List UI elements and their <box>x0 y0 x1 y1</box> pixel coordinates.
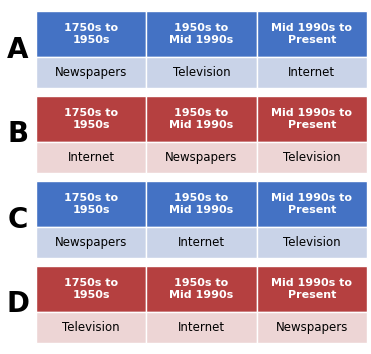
Text: A: A <box>7 35 29 63</box>
Text: Internet: Internet <box>288 66 335 79</box>
Bar <box>257 142 367 173</box>
Bar <box>146 96 257 142</box>
Bar <box>146 57 257 88</box>
Text: Newspapers: Newspapers <box>55 236 127 249</box>
Text: Newspapers: Newspapers <box>55 66 127 79</box>
Text: Mid 1990s to
Present: Mid 1990s to Present <box>271 108 352 130</box>
Text: Mid 1990s to
Present: Mid 1990s to Present <box>271 278 352 300</box>
Text: Internet: Internet <box>178 321 225 334</box>
Bar <box>146 142 257 173</box>
Text: 1750s to
1950s: 1750s to 1950s <box>64 108 118 130</box>
Bar <box>36 142 146 173</box>
Text: 1750s to
1950s: 1750s to 1950s <box>64 278 118 300</box>
Bar <box>36 266 146 312</box>
Bar <box>257 312 367 343</box>
Text: Mid 1990s to
Present: Mid 1990s to Present <box>271 193 352 215</box>
Bar <box>146 312 257 343</box>
Text: D: D <box>7 291 30 319</box>
Bar <box>257 181 367 227</box>
Bar <box>257 57 367 88</box>
Bar <box>257 227 367 258</box>
Text: Television: Television <box>62 321 120 334</box>
Text: Internet: Internet <box>178 236 225 249</box>
Bar <box>257 96 367 142</box>
Text: Newspapers: Newspapers <box>165 151 238 164</box>
Bar <box>36 96 146 142</box>
Bar <box>36 57 146 88</box>
Text: Television: Television <box>283 236 341 249</box>
Text: 1950s to
Mid 1990s: 1950s to Mid 1990s <box>170 23 234 45</box>
Bar <box>36 181 146 227</box>
Bar <box>36 312 146 343</box>
Text: 1950s to
Mid 1990s: 1950s to Mid 1990s <box>170 278 234 300</box>
Text: Internet: Internet <box>68 151 115 164</box>
Text: B: B <box>7 120 29 148</box>
Text: 1950s to
Mid 1990s: 1950s to Mid 1990s <box>170 108 234 130</box>
Bar <box>36 11 146 57</box>
Bar <box>257 11 367 57</box>
Text: 1750s to
1950s: 1750s to 1950s <box>64 23 118 45</box>
Text: C: C <box>8 206 28 234</box>
Bar <box>257 266 367 312</box>
Bar <box>146 11 257 57</box>
Bar <box>146 181 257 227</box>
Text: 1750s to
1950s: 1750s to 1950s <box>64 193 118 215</box>
Bar <box>36 227 146 258</box>
Bar <box>146 266 257 312</box>
Text: Newspapers: Newspapers <box>276 321 348 334</box>
Text: 1950s to
Mid 1990s: 1950s to Mid 1990s <box>170 193 234 215</box>
Text: Mid 1990s to
Present: Mid 1990s to Present <box>271 23 352 45</box>
Bar <box>146 227 257 258</box>
Text: Television: Television <box>173 66 230 79</box>
Text: Television: Television <box>283 151 341 164</box>
